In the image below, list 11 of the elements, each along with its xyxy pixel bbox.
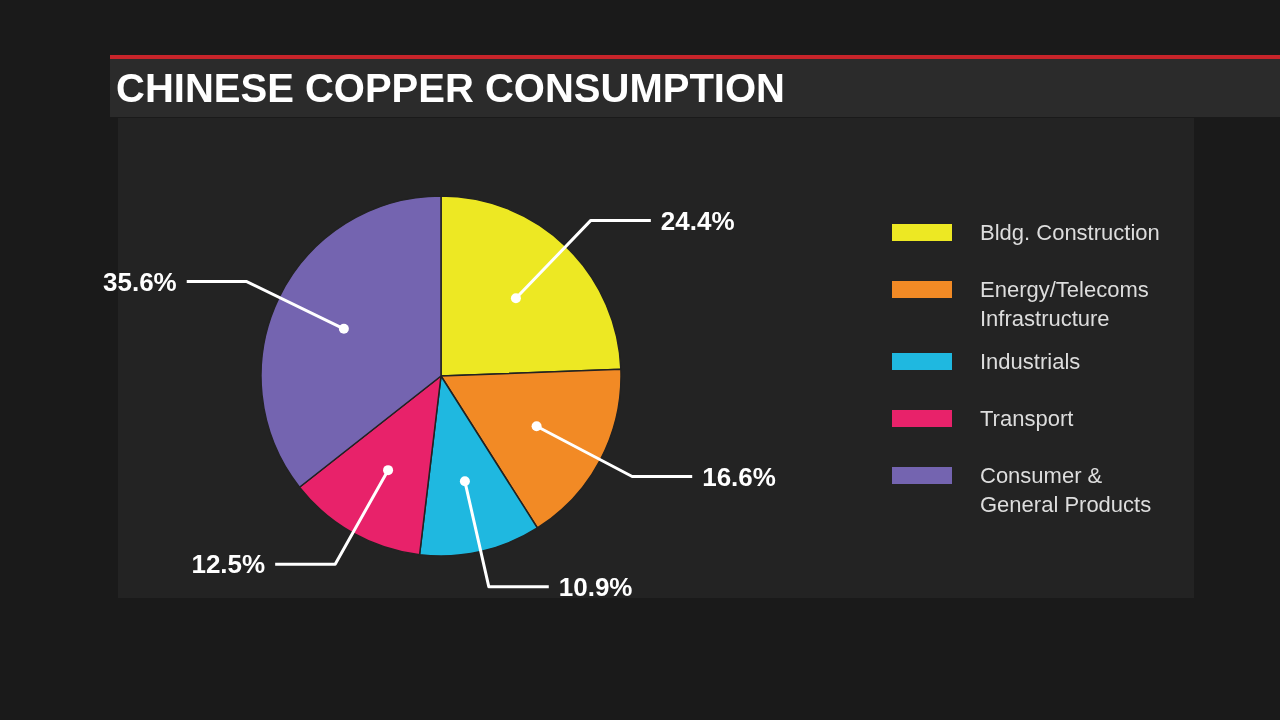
chart-title: CHINESE COPPER CONSUMPTION [116, 66, 785, 110]
legend-label: Bldg. Construction [980, 219, 1160, 245]
legend-label: Industrials [980, 348, 1081, 374]
data-label: 24.4% [660, 205, 735, 236]
data-label: 12.5% [191, 549, 266, 580]
legend-label: Transport [980, 405, 1074, 431]
data-label: 35.6% [102, 266, 177, 297]
legend-label: Consumer & General Products [980, 462, 1152, 518]
legend-label: Energy/Telecoms Infrastructure [980, 276, 1149, 332]
data-label: 10.9% [558, 571, 633, 602]
data-label: 16.6% [702, 461, 776, 492]
